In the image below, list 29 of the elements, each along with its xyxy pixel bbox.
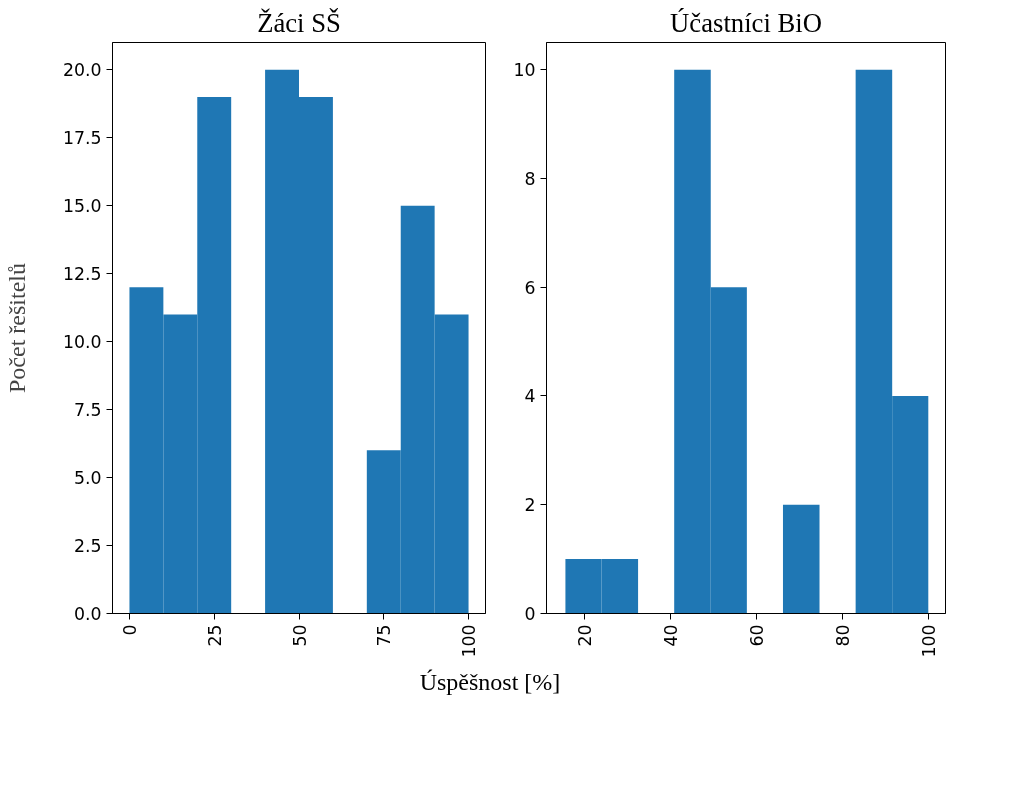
y-tick-label: 2 bbox=[524, 495, 536, 516]
chart-title: Účastníci BiO bbox=[670, 7, 822, 38]
x-tick-label: 50 bbox=[289, 624, 310, 647]
x-tick-label: 20 bbox=[574, 624, 595, 647]
x-axis-title: Úspěšnost [%] bbox=[419, 668, 561, 697]
y-tick-label: 12.5 bbox=[62, 264, 102, 285]
x-tick-label: 100 bbox=[459, 624, 480, 658]
y-tick-label: 5.0 bbox=[73, 468, 102, 489]
x-tick-label: 40 bbox=[660, 624, 681, 647]
y-axis-title: Počet řešitelů bbox=[3, 263, 30, 393]
y-tick-label: 20.0 bbox=[62, 60, 102, 81]
x-tick-label: 60 bbox=[746, 624, 767, 647]
x-tick-label: 25 bbox=[204, 624, 225, 647]
y-tick-label: 8 bbox=[524, 168, 536, 189]
y-tick-label: 4 bbox=[524, 386, 536, 407]
y-tick-label: 2.5 bbox=[73, 536, 102, 557]
y-tick-label: 15.0 bbox=[62, 196, 102, 217]
y-tick-label: 10.0 bbox=[62, 332, 102, 353]
x-tick-label: 80 bbox=[832, 624, 853, 647]
x-tick-label: 75 bbox=[374, 624, 395, 647]
x-tick-label: 100 bbox=[918, 624, 939, 658]
y-tick-label: 0 bbox=[524, 604, 536, 624]
y-tick-label: 17.5 bbox=[62, 128, 102, 149]
x-tick-label: 0 bbox=[119, 624, 140, 636]
chart-title: Žáci SŠ bbox=[257, 7, 341, 38]
y-tick-label: 10 bbox=[513, 60, 536, 81]
y-tick-label: 7.5 bbox=[73, 400, 102, 421]
y-tick-label: 0.0 bbox=[73, 604, 102, 624]
y-tick-label: 6 bbox=[524, 277, 536, 298]
